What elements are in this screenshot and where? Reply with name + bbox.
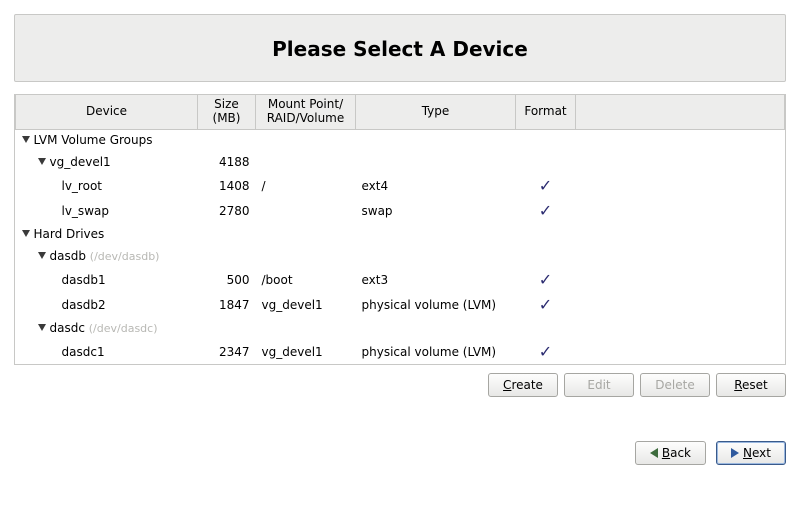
row-mount (256, 317, 356, 339)
table-row[interactable]: dasdc1 2347vg_devel1physical volume (LVM)… (16, 339, 785, 364)
page-title: Please Select A Device (272, 37, 528, 61)
row-format (516, 317, 576, 339)
action-button-row: Create Edit Delete Reset (14, 373, 786, 397)
row-label: dasdc1 (62, 345, 105, 359)
row-size (198, 223, 256, 245)
header-panel: Please Select A Device (14, 14, 786, 82)
row-type: swap (356, 198, 516, 223)
row-format: ✓ (516, 198, 576, 223)
row-label: lv_root (62, 179, 103, 193)
expander-icon[interactable] (38, 158, 46, 165)
table-row[interactable]: lv_swap 2780 swap ✓ (16, 198, 785, 223)
row-format (516, 223, 576, 245)
row-label: dasdc (50, 321, 85, 335)
table-row[interactable]: dasdb1 500/bootext3 ✓ (16, 267, 785, 292)
check-icon: ✓ (539, 270, 552, 289)
row-format (516, 129, 576, 151)
back-arrow-icon (650, 448, 658, 458)
expander-icon[interactable] (38, 324, 46, 331)
row-size (198, 129, 256, 151)
row-label: dasdb1 (62, 273, 106, 287)
row-size: 1408 (198, 173, 256, 198)
row-type (356, 151, 516, 173)
row-format: ✓ (516, 173, 576, 198)
expander-icon[interactable] (22, 230, 30, 237)
row-format: ✓ (516, 292, 576, 317)
row-format (516, 245, 576, 267)
table-row[interactable]: Hard Drives (16, 223, 785, 245)
row-type: ext3 (356, 267, 516, 292)
check-icon: ✓ (539, 295, 552, 314)
col-mount[interactable]: Mount Point/ RAID/Volume (256, 95, 356, 130)
col-extra (576, 95, 785, 130)
row-format: ✓ (516, 267, 576, 292)
col-type[interactable]: Type (356, 95, 516, 130)
create-button[interactable]: Create (488, 373, 558, 397)
row-mount: / (256, 173, 356, 198)
row-mount (256, 151, 356, 173)
check-icon: ✓ (539, 342, 552, 361)
col-size[interactable]: Size (MB) (198, 95, 256, 130)
row-label: vg_devel1 (50, 155, 111, 169)
row-mount (256, 245, 356, 267)
delete-button: Delete (640, 373, 710, 397)
row-type: ext4 (356, 173, 516, 198)
table-row[interactable]: dasdc (/dev/dasdc) (16, 317, 785, 339)
row-size (198, 245, 256, 267)
device-path: (/dev/dasdb) (90, 250, 160, 263)
row-type (356, 245, 516, 267)
check-icon: ✓ (539, 176, 552, 195)
row-label: LVM Volume Groups (34, 133, 153, 147)
next-button[interactable]: Next (716, 441, 786, 465)
row-mount: vg_devel1 (256, 292, 356, 317)
check-icon: ✓ (539, 201, 552, 220)
back-button[interactable]: Back (635, 441, 706, 465)
device-table: Device Size (MB) Mount Point/ RAID/Volum… (14, 94, 786, 365)
expander-icon[interactable] (22, 136, 30, 143)
row-label: lv_swap (62, 204, 109, 218)
row-label: Hard Drives (34, 227, 105, 241)
row-mount (256, 129, 356, 151)
table-row[interactable]: LVM Volume Groups (16, 129, 785, 151)
row-size: 500 (198, 267, 256, 292)
next-arrow-icon (731, 448, 739, 458)
row-type (356, 317, 516, 339)
row-mount (256, 223, 356, 245)
row-type (356, 223, 516, 245)
row-label: dasdb2 (62, 298, 106, 312)
row-mount: /boot (256, 267, 356, 292)
row-type (356, 129, 516, 151)
col-device[interactable]: Device (16, 95, 198, 130)
table-row[interactable]: lv_root 1408/ext4 ✓ (16, 173, 785, 198)
table-row[interactable]: vg_devel1 4188 (16, 151, 785, 173)
expander-icon[interactable] (38, 252, 46, 259)
row-size: 2347 (198, 339, 256, 364)
row-format (516, 151, 576, 173)
nav-button-row: Back Next (14, 441, 786, 465)
reset-button[interactable]: Reset (716, 373, 786, 397)
row-format: ✓ (516, 339, 576, 364)
row-size: 2780 (198, 198, 256, 223)
col-format[interactable]: Format (516, 95, 576, 130)
row-size: 1847 (198, 292, 256, 317)
row-type: physical volume (LVM) (356, 292, 516, 317)
row-mount: vg_devel1 (256, 339, 356, 364)
row-size (198, 317, 256, 339)
edit-button: Edit (564, 373, 634, 397)
row-type: physical volume (LVM) (356, 339, 516, 364)
row-size: 4188 (198, 151, 256, 173)
table-row[interactable]: dasdb2 1847vg_devel1physical volume (LVM)… (16, 292, 785, 317)
table-row[interactable]: dasdb (/dev/dasdb) (16, 245, 785, 267)
row-label: dasdb (50, 249, 86, 263)
device-path: (/dev/dasdc) (89, 322, 158, 335)
row-mount (256, 198, 356, 223)
